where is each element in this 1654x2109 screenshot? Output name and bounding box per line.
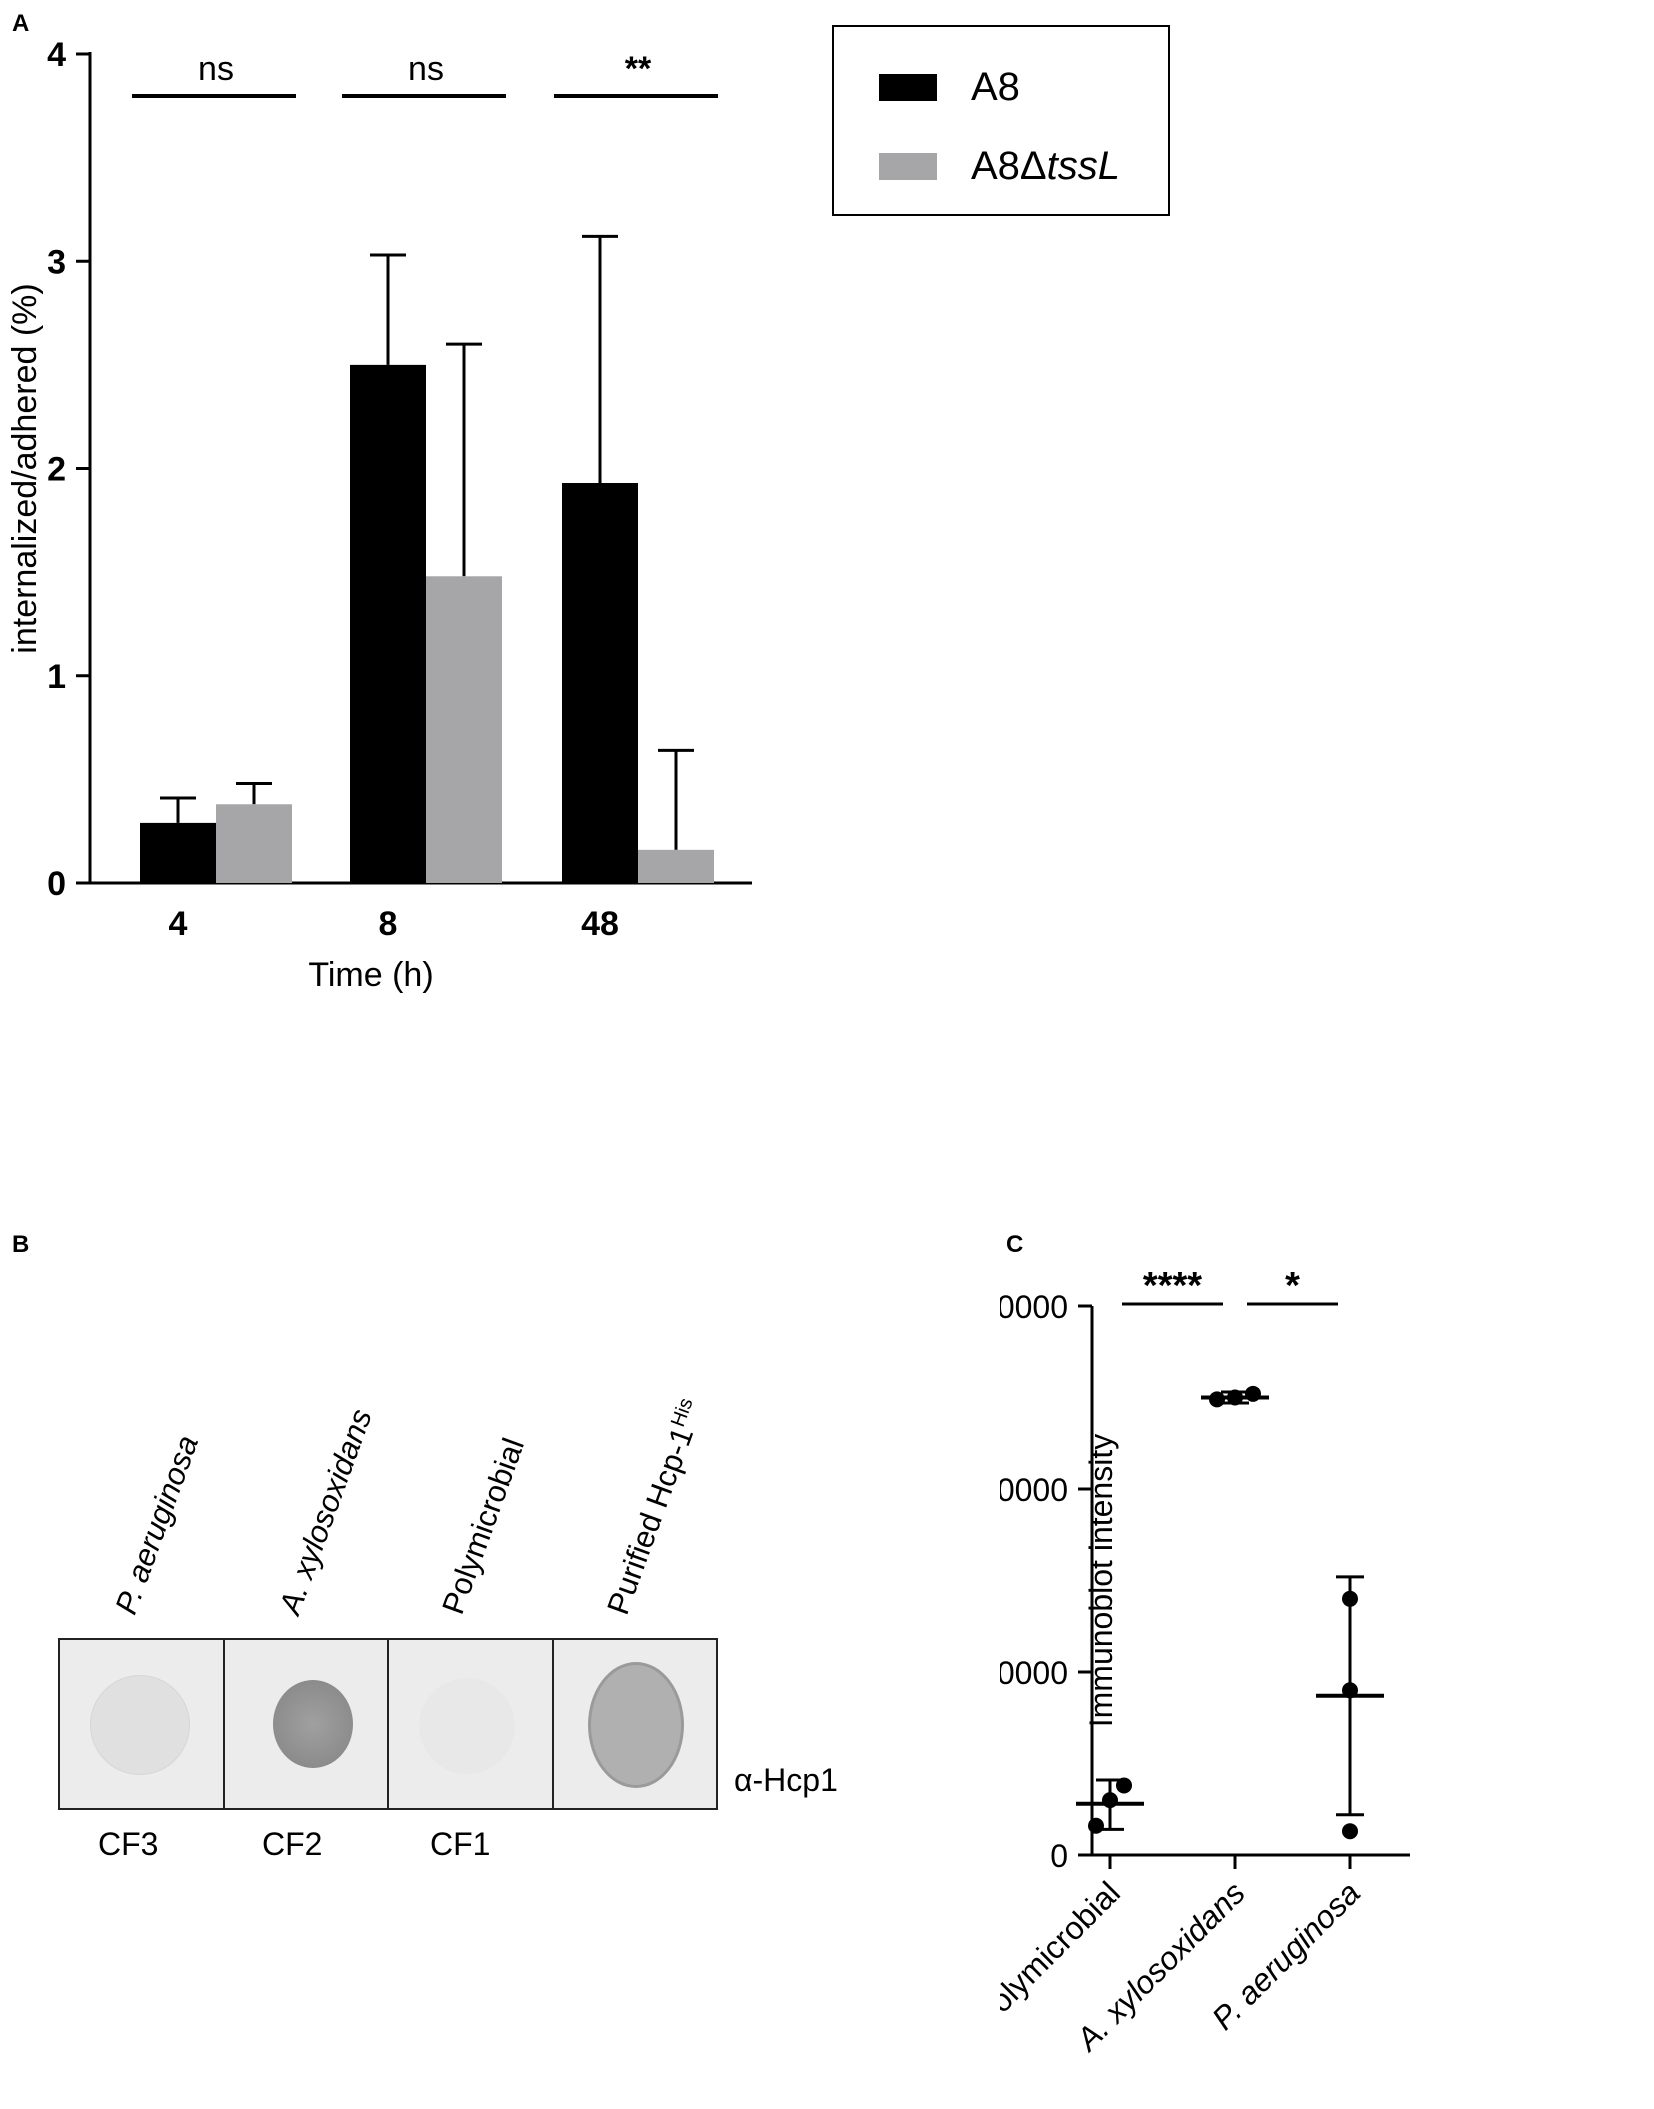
legend-label-a8: A8 [971, 65, 1020, 109]
legend-item-a8: A8 [879, 65, 1020, 110]
panel-a-bar-chart: 0 1 2 3 4 4 ns 8 ns 48 ** Time (h) internalized/adhe… [6, 36, 752, 994]
blot-cell-cf2 [224, 1640, 389, 1808]
blot-bottom-cf3: CF3 [98, 1826, 159, 1862]
blot-bottom-cf2: CF2 [262, 1826, 323, 1862]
y-tick-label-1: 1 [47, 658, 66, 696]
blot-spot-purified [587, 1662, 684, 1788]
c-point-2-0 [1342, 1823, 1358, 1840]
sig-label-48: ** [625, 50, 652, 88]
blot-spot-cf2 [272, 1680, 353, 1768]
panel-a-letter: A [12, 10, 30, 37]
c-point-1-2 [1245, 1385, 1261, 1402]
y-tick-label-0: 0 [47, 865, 66, 903]
c-point-2-2 [1342, 1590, 1358, 1607]
y-tick-label-3: 3 [47, 243, 66, 281]
x-tick-label-8: 8 [379, 905, 398, 943]
bar-A8ΔtssL-8 [426, 576, 502, 883]
c-point-0-0 [1088, 1817, 1104, 1834]
x-tick-label-4: 4 [169, 905, 188, 943]
blot-cell-purified [553, 1640, 716, 1808]
c-point-0-2 [1116, 1777, 1132, 1794]
blot-spot-cf3 [90, 1675, 190, 1775]
legend-label-a8-tssl: A8ΔtssL [971, 144, 1121, 188]
blot-label-p-aeruginosa: P. aeruginosa [108, 1430, 206, 1619]
legend-swatch-a8-tssl [879, 153, 937, 180]
c-sig-label-1: * [1285, 1265, 1300, 1307]
y-tick-label-4: 4 [47, 36, 66, 74]
panel-b-letter: B [12, 1231, 30, 1258]
blot-cell-cf3 [60, 1640, 225, 1808]
blot-label-purified-hcp1: Purified Hcp-1His [600, 1395, 701, 1619]
blot-cell-cf1 [389, 1640, 554, 1808]
dot-blot-strip [58, 1638, 718, 1810]
blot-label-a-xylosoxidans: A. xylosoxidans [272, 1404, 379, 1619]
x-tick-label-48: 48 [581, 905, 619, 943]
x-axis-title: Time (h) [308, 956, 433, 994]
chart-a-legend: A8 A8ΔtssL [832, 25, 1170, 216]
c-point-1-1 [1227, 1389, 1243, 1406]
sig-label-4: ns [198, 50, 234, 88]
c-point-0-1 [1102, 1792, 1118, 1809]
bar-A8-4 [140, 822, 216, 883]
legend-swatch-a8 [879, 74, 937, 101]
y-axis-title: internalized/adhered (%) [6, 283, 44, 653]
c-y-axis-title: Immunoblot intensity [1083, 1434, 1119, 1727]
c-y-tick-label-0: 0 [1050, 1838, 1068, 1874]
y-tick-label-2: 2 [47, 451, 66, 489]
bar-A8ΔtssL-4 [216, 804, 292, 883]
bar-A8ΔtssL-48 [638, 849, 714, 883]
antibody-label: α-Hcp1 [734, 1762, 838, 1798]
c-point-1-0 [1209, 1391, 1225, 1408]
bar-A8-8 [350, 364, 426, 883]
c-sig-label-0: **** [1143, 1265, 1202, 1307]
sig-label-8: ns [408, 50, 444, 88]
c-y-tick-label-30000: 30000 [1000, 1289, 1068, 1325]
legend-item-a8-tssl: A8ΔtssL [879, 144, 1120, 189]
panel-c-scatter-chart: 0100002000030000PolymicrobialA. xylosoxi… [1000, 1265, 1410, 2059]
blot-label-polymicrobial: Polymicrobial [435, 1433, 532, 1619]
bar-A8-48 [562, 483, 638, 883]
panel-c-letter: C [1006, 1231, 1024, 1258]
c-point-2-1 [1342, 1682, 1358, 1699]
c-y-tick-label-20000: 20000 [1000, 1472, 1068, 1508]
blot-spot-cf1 [419, 1678, 515, 1774]
blot-bottom-cf1: CF1 [430, 1826, 491, 1862]
